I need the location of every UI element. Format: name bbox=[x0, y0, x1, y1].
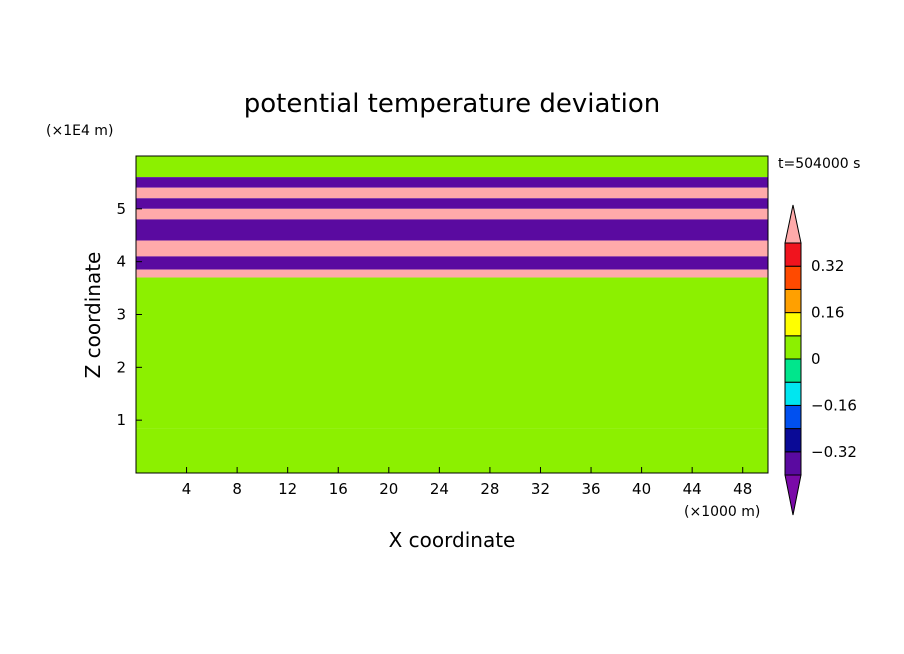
field-band bbox=[136, 187, 768, 199]
time-label: t=504000 s bbox=[778, 156, 860, 172]
colorbar-under-arrow bbox=[784, 474, 802, 516]
y-unit-label: (×1E4 m) bbox=[46, 123, 113, 139]
colorbar-swatch bbox=[784, 312, 802, 337]
colorbar-label: 0 bbox=[811, 350, 821, 368]
contour-field bbox=[136, 156, 768, 473]
colorbar-swatch bbox=[784, 335, 802, 360]
field-band bbox=[136, 198, 768, 209]
colorbar-swatch bbox=[784, 451, 802, 476]
field-band bbox=[136, 219, 768, 241]
x-tick-label: 24 bbox=[430, 480, 449, 498]
colorbar-swatch bbox=[784, 288, 802, 314]
colorbar-label: 0.32 bbox=[811, 257, 844, 275]
colorbar: −0.32 −0.16 0 0.16 0.32 bbox=[784, 204, 857, 516]
field-band bbox=[136, 177, 768, 188]
x-tick-label: 36 bbox=[581, 480, 600, 498]
colorbar-label: −0.16 bbox=[811, 396, 857, 414]
field-band bbox=[136, 428, 768, 473]
colorbar-swatch bbox=[784, 358, 802, 383]
colorbar-label: 0.16 bbox=[811, 304, 844, 322]
x-tick-label: 48 bbox=[733, 480, 752, 498]
colorbar-swatch bbox=[784, 265, 802, 290]
x-tick-label: 16 bbox=[329, 480, 348, 498]
field-band bbox=[136, 208, 768, 220]
chart-title: potential temperature deviation bbox=[244, 89, 660, 119]
x-axis: 4 8 12 16 20 24 28 32 36 40 44 48 bbox=[182, 467, 752, 498]
colorbar-swatch bbox=[784, 381, 802, 406]
x-tick-label: 28 bbox=[480, 480, 499, 498]
y-tick-label: 4 bbox=[116, 253, 126, 271]
x-tick-label: 4 bbox=[182, 480, 192, 498]
y-axis: 1 2 3 4 5 bbox=[116, 200, 142, 429]
field-band bbox=[136, 256, 768, 270]
y-tick-label: 3 bbox=[116, 306, 126, 324]
x-unit-label: (×1000 m) bbox=[684, 504, 760, 520]
field-band bbox=[136, 156, 768, 178]
y-axis-label: Z coordinate bbox=[81, 252, 105, 379]
colorbar-over-arrow bbox=[784, 204, 802, 244]
y-tick-label: 5 bbox=[116, 200, 126, 218]
colorbar-swatch bbox=[784, 428, 802, 453]
field-band bbox=[136, 269, 768, 278]
x-tick-label: 20 bbox=[379, 480, 398, 498]
field-band bbox=[136, 240, 768, 257]
x-tick-label: 32 bbox=[531, 480, 550, 498]
field-band bbox=[136, 277, 768, 429]
x-tick-label: 12 bbox=[278, 480, 297, 498]
x-tick-label: 40 bbox=[632, 480, 651, 498]
y-tick-label: 1 bbox=[116, 411, 126, 429]
colorbar-label: −0.32 bbox=[811, 443, 857, 461]
colorbar-swatch bbox=[784, 242, 802, 267]
x-tick-label: 44 bbox=[683, 480, 702, 498]
x-axis-label: X coordinate bbox=[389, 528, 516, 552]
x-tick-label: 8 bbox=[232, 480, 242, 498]
colorbar-swatch bbox=[784, 404, 802, 430]
y-tick-label: 2 bbox=[116, 358, 126, 376]
